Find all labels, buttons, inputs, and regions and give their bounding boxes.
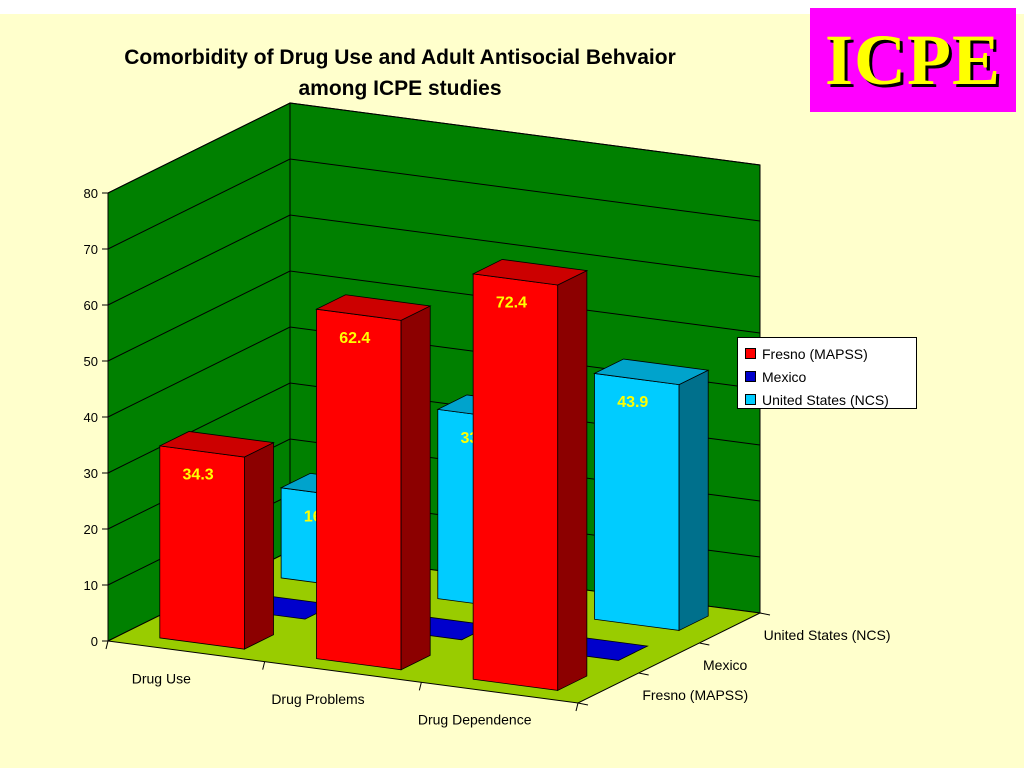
z-tick-label-mexico: Mexico xyxy=(703,657,748,673)
gridline xyxy=(107,326,761,418)
legend-swatch-united-states xyxy=(745,394,756,405)
bar-fresno-mapss-drug-dependence-side xyxy=(557,269,588,692)
y-tick-label: 50 xyxy=(84,354,98,369)
bar-fresno-mapss-drug-problems: 62.4 xyxy=(315,294,432,671)
chart-title-line-1: Comorbidity of Drug Use and Adult Antiso… xyxy=(124,46,676,69)
x-tick-label-drug-use: Drug Use xyxy=(132,670,191,686)
z-tick-mark xyxy=(577,702,589,706)
x-tick-label-drug-dependence: Drug Dependence xyxy=(418,712,532,728)
bar-united-states-ncs-drug-dependence-front xyxy=(594,372,680,631)
gridline xyxy=(107,214,761,306)
x-tick-mark xyxy=(575,702,579,712)
x-tick-label-drug-problems: Drug Problems xyxy=(271,691,364,707)
data-label-fresno-mapss-drug-use: 34.3 xyxy=(183,466,214,483)
bar-fresno-mapss-drug-problems-front xyxy=(316,308,402,671)
z-tick-label-fresno-mapss: Fresno (MAPSS) xyxy=(642,687,748,703)
data-label-fresno-mapss-drug-problems: 62.4 xyxy=(339,330,370,347)
legend-item-mexico: Mexico xyxy=(745,365,916,388)
legend-item-united-states: United States (NCS) xyxy=(745,388,916,411)
bar-fresno-mapss-drug-problems-side xyxy=(400,305,431,671)
bar-united-states-ncs-drug-dependence-top xyxy=(593,358,710,386)
icpe-logo-text: ICPE xyxy=(824,19,1002,100)
y-tick-label: 40 xyxy=(84,410,98,425)
bar-united-states-ncs-drug-dependence: 43.9 xyxy=(593,358,710,632)
legend-label-mexico: Mexico xyxy=(762,368,807,385)
z-tick-mark xyxy=(638,672,649,676)
y-tick-label: 0 xyxy=(91,634,98,649)
legend-swatch-fresno xyxy=(745,348,756,359)
bar-fresno-mapss-drug-dependence-top xyxy=(471,259,589,286)
y-tick-label: 60 xyxy=(84,298,98,313)
chart-title: Comorbidity of Drug Use and Adult Antiso… xyxy=(40,42,760,104)
legend-label-fresno: Fresno (MAPSS) xyxy=(762,345,868,362)
gridline xyxy=(107,158,761,250)
legend-swatch-mexico xyxy=(745,371,756,382)
legend-label-united-states: United States (NCS) xyxy=(762,391,889,408)
bar-fresno-mapss-drug-problems-top xyxy=(315,294,432,321)
x-tick-mark xyxy=(262,661,266,670)
bar-united-states-ncs-drug-dependence-side xyxy=(678,369,709,632)
bar-fresno-mapss-drug-dependence: 72.4 xyxy=(471,259,589,692)
z-tick-mark xyxy=(699,642,710,646)
y-tick-label: 70 xyxy=(84,242,98,257)
icpe-logo: ICPE xyxy=(810,8,1016,112)
chart-legend: Fresno (MAPSS) Mexico United States (NCS… xyxy=(737,337,917,409)
chart-title-line-2: among ICPE studies xyxy=(298,77,502,100)
data-label-fresno-mapss-drug-dependence: 72.4 xyxy=(496,294,527,311)
x-tick-mark xyxy=(418,682,422,691)
data-label-united-states-ncs-drug-dependence: 43.9 xyxy=(617,394,648,411)
bar-fresno-mapss-drug-use: 34.3 xyxy=(158,431,275,650)
y-tick-label: 20 xyxy=(84,522,98,537)
x-tick-mark xyxy=(105,640,109,650)
bar-fresno-mapss-drug-use-top xyxy=(158,431,275,458)
bar-fresno-mapss-drug-dependence-front xyxy=(472,273,559,691)
legend-item-fresno: Fresno (MAPSS) xyxy=(745,342,916,365)
z-tick-mark xyxy=(759,612,771,616)
top-margin xyxy=(0,0,1024,14)
bar-fresno-mapss-drug-use-side xyxy=(244,441,274,650)
y-tick-label: 10 xyxy=(84,578,98,593)
gridline xyxy=(107,102,761,194)
z-tick-label-united-states-ncs: United States (NCS) xyxy=(764,627,891,643)
gridline xyxy=(107,270,761,362)
y-tick-label: 30 xyxy=(84,466,98,481)
y-tick-label: 80 xyxy=(84,186,98,201)
